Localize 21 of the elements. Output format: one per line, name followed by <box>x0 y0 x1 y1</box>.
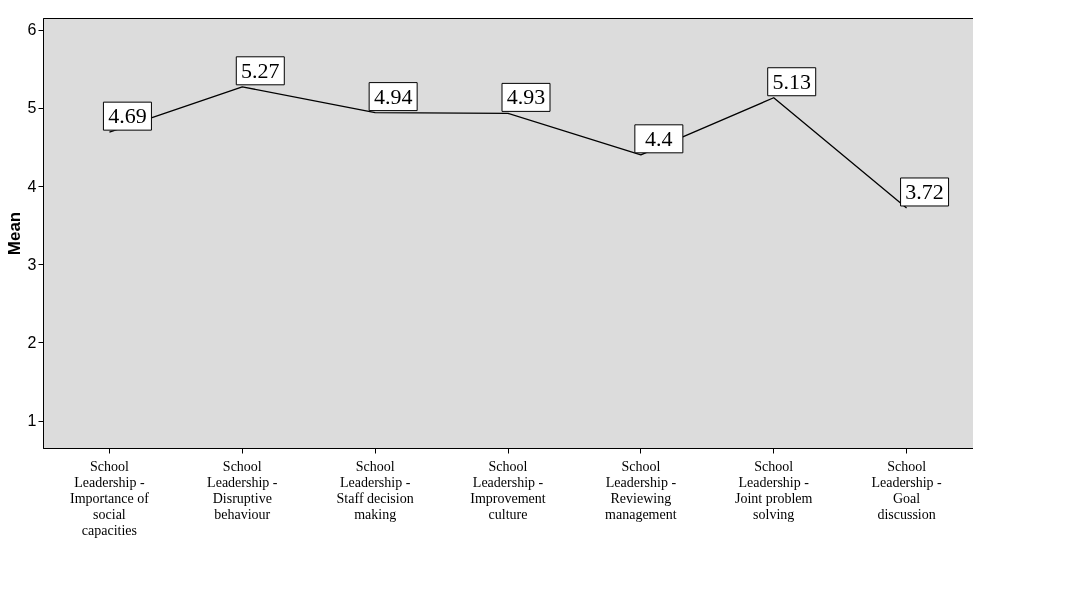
y-axis-title: Mean <box>4 211 24 256</box>
x-tick-label: School Leadership - Reviewing management <box>605 458 677 522</box>
data-label: 4.93 <box>506 84 546 110</box>
y-tick-label: 6 <box>27 21 37 39</box>
y-tick-label: 2 <box>27 333 37 351</box>
data-label: 4.69 <box>108 103 147 129</box>
y-tick-label: 3 <box>27 255 37 273</box>
y-tick-label: 1 <box>27 412 37 430</box>
data-label: 4.94 <box>373 83 413 109</box>
y-tick-label: 4 <box>27 177 37 195</box>
x-tick-label: School Leadership - Improvement culture <box>470 458 546 522</box>
data-label: 3.72 <box>905 178 944 204</box>
x-tick-label: School Leadership - Joint problem solving <box>735 458 813 522</box>
y-tick-label: 5 <box>27 99 37 117</box>
data-label: 5.13 <box>772 68 811 94</box>
x-tick-label: School Leadership - Disruptive behaviour <box>207 458 278 522</box>
x-tick-label: School Leadership - Importance of social capacities <box>69 458 150 538</box>
x-tick-label: School Leadership - Staff decision making <box>336 458 414 522</box>
x-tick-label: School Leadership - Goal discussion <box>871 458 943 522</box>
data-label: 5.27 <box>241 57 280 83</box>
data-label: 4.4 <box>645 125 673 151</box>
